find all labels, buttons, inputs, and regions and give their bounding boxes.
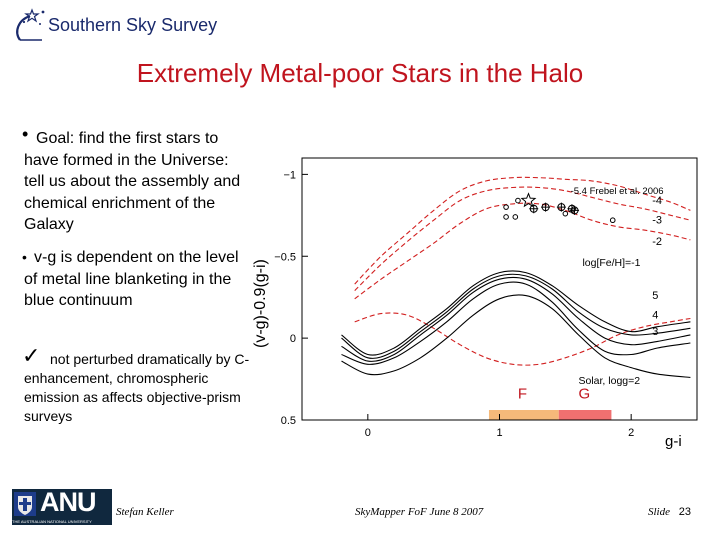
- slide-title: Extremely Metal-poor Stars in the Halo: [136, 58, 584, 88]
- y-tick-label: −1: [283, 169, 296, 181]
- x-axis-label: g-i: [665, 433, 682, 450]
- series-line: [341, 294, 691, 378]
- vg-text: v-g is dependent on the level of metal l…: [24, 249, 239, 309]
- band-g: [558, 410, 612, 420]
- curve-label: -2: [652, 236, 662, 248]
- curve-label: 5: [652, 290, 658, 302]
- goal-bullet: •: [22, 124, 29, 144]
- star-marker: [512, 214, 519, 220]
- anu-logo-label: ANU: [40, 487, 96, 517]
- series-line: [354, 186, 691, 291]
- series-line: [354, 312, 691, 366]
- x-tick-label: 1: [496, 427, 502, 439]
- check-text: not perturbed dramatically by C-enhancem…: [24, 351, 250, 424]
- g-band-label: G: [579, 386, 591, 403]
- x-tick-label: 0: [365, 427, 371, 439]
- curve-label: -3: [652, 215, 662, 227]
- y-axis-label: (v-g)-0.9(g-i): [252, 259, 269, 348]
- feh-annotation: log[Fe/H]=-1: [582, 257, 640, 269]
- star-marker: [609, 217, 616, 224]
- slide-number: 23: [678, 506, 691, 518]
- star-marker: [562, 210, 569, 217]
- goal-text: Goal: find the first stars to have forme…: [24, 130, 241, 233]
- slide-label: Slide: [648, 506, 670, 518]
- star-marker: [503, 204, 509, 210]
- series-line: [341, 281, 691, 365]
- curve-label: 3: [652, 326, 658, 338]
- anu-logo-icon: [12, 489, 112, 525]
- band-f: [488, 410, 559, 420]
- y-tick-label: 0.5: [281, 415, 296, 427]
- curve-label: 4: [652, 309, 658, 321]
- y-tick-label: −0.5: [274, 251, 296, 263]
- series-line: [354, 176, 691, 285]
- star-marker: [515, 197, 521, 204]
- series-line: [341, 270, 691, 356]
- vg-bullet: •: [22, 249, 27, 265]
- star-marker: [541, 202, 551, 212]
- series-line: [341, 276, 691, 362]
- color-index-chart: 0 1 2 −1 −0.5 0 0.5 -4 -3 -2 5 4 3 -5.4 Frebel et al…: [252, 157, 698, 450]
- curve-label: -4: [652, 195, 662, 207]
- star-marker: [570, 205, 580, 215]
- series-line: [341, 273, 691, 359]
- footer-event: SkyMapper FoF June 8 2007: [355, 506, 484, 518]
- f-band-label: F: [518, 386, 527, 403]
- southern-sky-survey-logo-icon: [16, 8, 45, 41]
- check-mark-icon: ✓: [22, 344, 41, 369]
- star-marker: [556, 202, 566, 212]
- anu-logo-caption: THE AUSTRALIAN NATIONAL UNIVERSITY: [12, 519, 92, 524]
- star-marker: [529, 204, 539, 214]
- y-tick-label: 0: [290, 333, 296, 345]
- solar-annotation: Solar, logg=2: [579, 375, 641, 387]
- star-marker: [503, 214, 509, 220]
- series-line: [354, 202, 691, 300]
- x-tick-label: 2: [628, 427, 634, 439]
- logo-text: Southern Sky Survey: [48, 15, 218, 35]
- footer-slide-label: Slide 23: [648, 506, 691, 518]
- frebel-annotation: -5.4 Frebel et al. 2006: [571, 186, 664, 197]
- star-marker: [520, 192, 537, 208]
- footer-author: Stefan Keller: [116, 506, 174, 518]
